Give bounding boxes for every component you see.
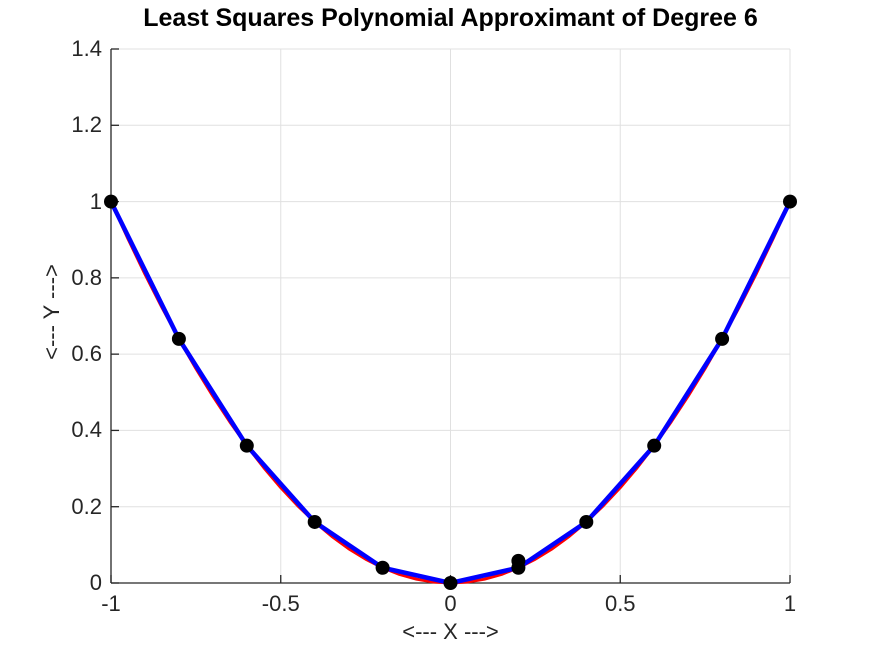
- y-tick-label: 0.6: [71, 341, 102, 367]
- data-point-marker: [443, 576, 458, 590]
- x-tick-label: -0.5: [261, 591, 300, 616]
- y-tick-label: 0.8: [71, 264, 102, 290]
- data-point-marker: [307, 514, 322, 529]
- data-point-marker: [647, 438, 662, 453]
- y-tick-label: 1.2: [71, 112, 102, 138]
- data-point-marker: [171, 331, 186, 346]
- y-tick-label: 0.4: [71, 417, 102, 443]
- y-tick-label: 0.2: [71, 493, 102, 519]
- x-tick-label: 0: [444, 591, 457, 616]
- y-tick-label: 1: [89, 188, 102, 214]
- x-tick-label: -1: [101, 591, 121, 616]
- data-point-marker: [375, 560, 390, 575]
- x-tick-label: 0.5: [604, 591, 636, 616]
- data-point-marker: [579, 514, 594, 529]
- data-point-marker: [511, 553, 526, 568]
- chart-title: Least Squares Polynomial Approximant of …: [143, 4, 758, 32]
- data-point-marker: [715, 331, 730, 346]
- data-point-marker: [239, 438, 254, 453]
- data-point-marker: [104, 194, 118, 209]
- x-axis-label: <--- X --->: [402, 619, 499, 644]
- data-point-marker: [783, 194, 797, 209]
- x-tick-label: 1: [783, 591, 797, 616]
- y-tick-label: 0: [89, 570, 102, 595]
- y-tick-label: 1.4: [71, 36, 102, 61]
